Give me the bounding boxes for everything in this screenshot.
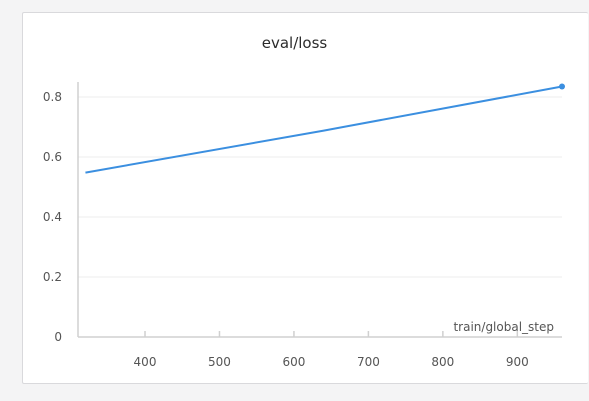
y-tick-label: 0.8 bbox=[43, 90, 62, 104]
x-tick-label: 800 bbox=[431, 355, 454, 369]
y-tick-label: 0 bbox=[54, 330, 62, 344]
axes bbox=[77, 82, 562, 338]
y-tick-label: 0.2 bbox=[43, 270, 62, 284]
x-tick-label: 400 bbox=[134, 355, 157, 369]
x-tick-label: 900 bbox=[506, 355, 529, 369]
series-end-point bbox=[559, 83, 565, 90]
x-tick-label: 700 bbox=[357, 355, 380, 369]
grid-lines bbox=[78, 96, 562, 278]
series-layer bbox=[85, 83, 565, 174]
x-tick-label: 500 bbox=[208, 355, 231, 369]
x-tick-label: 600 bbox=[282, 355, 305, 369]
y-ticks: 0 0.2 0.4 0.6 0.8 bbox=[43, 90, 62, 344]
x-axis-label: train/global_step bbox=[453, 320, 554, 334]
y-tick-label: 0.4 bbox=[43, 210, 62, 224]
chart-title: eval/loss bbox=[261, 34, 328, 52]
series-line bbox=[85, 85, 563, 174]
chart-panel bbox=[22, 12, 588, 384]
y-tick-label: 0.6 bbox=[43, 150, 62, 164]
x-ticks: 400 500 600 700 800 900 bbox=[134, 331, 529, 369]
